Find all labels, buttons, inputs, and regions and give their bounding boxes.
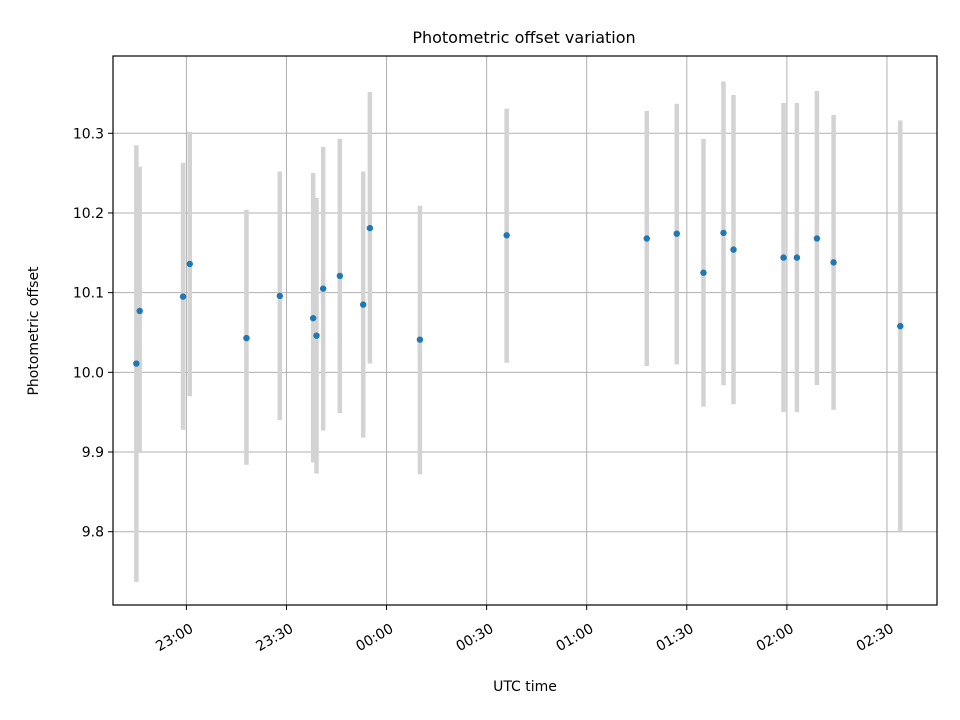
data-point [897, 322, 904, 330]
x-axis-label: UTC time [493, 679, 557, 695]
data-point [313, 332, 320, 339]
y-axis-label: Photometric offset [26, 266, 42, 396]
data-point [179, 293, 187, 300]
data-point [133, 360, 140, 367]
chart-title: Photometric offset variation [412, 28, 635, 47]
y-tick-label: 10.0 [73, 365, 104, 381]
y-tick-label: 9.8 [82, 525, 104, 541]
data-point [643, 235, 650, 242]
data-point [276, 292, 284, 300]
data-point [793, 254, 801, 261]
data-point [319, 285, 327, 292]
data-point [720, 229, 727, 237]
data-point [780, 254, 787, 261]
grid-lines [113, 56, 937, 605]
y-tick-label: 9.9 [82, 445, 104, 461]
y-tick-label: 10.1 [73, 286, 104, 302]
data-point [830, 259, 837, 266]
data-point [366, 224, 374, 232]
data-point [309, 314, 317, 322]
y-tick-label: 10.3 [73, 126, 104, 142]
data-point [730, 246, 737, 253]
data-point [813, 235, 821, 242]
y-tick-label: 10.2 [73, 206, 104, 222]
data-points [133, 224, 904, 367]
data-point [673, 230, 680, 237]
data-point [360, 301, 367, 308]
data-point [243, 334, 250, 342]
data-point [136, 307, 143, 315]
data-point [503, 232, 510, 239]
data-point [700, 269, 707, 276]
data-point [186, 260, 193, 268]
data-point [416, 336, 424, 343]
y-axis-ticks: 9.8 9.9 10.0 10.1 10.2 10.3 [73, 126, 113, 541]
data-point [336, 272, 344, 280]
plot-frame [112, 55, 938, 606]
